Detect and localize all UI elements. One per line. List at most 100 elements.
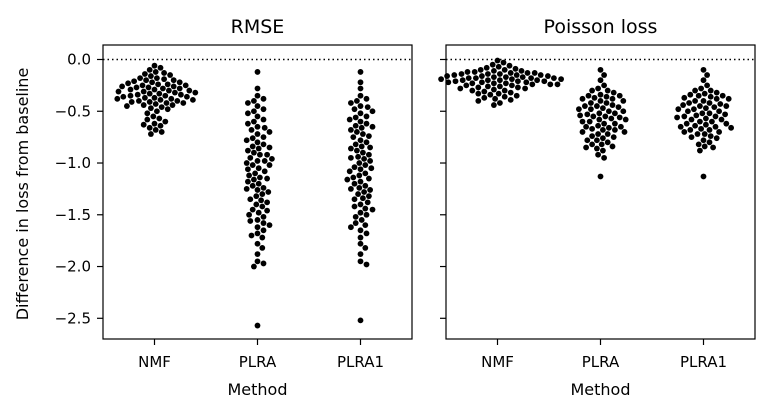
data-point — [172, 89, 178, 96]
data-point — [622, 116, 629, 123]
data-point — [700, 98, 707, 104]
data-point — [357, 137, 364, 144]
data-point — [703, 121, 709, 128]
data-point — [358, 143, 365, 150]
data-point — [491, 80, 497, 87]
data-point — [706, 139, 713, 146]
data-point — [140, 88, 147, 95]
data-point — [351, 164, 358, 171]
data-point — [134, 91, 141, 98]
data-point — [247, 196, 254, 203]
data-point — [595, 131, 601, 137]
data-point — [245, 147, 251, 154]
data-point — [266, 162, 273, 168]
data-point — [589, 133, 595, 139]
data-point — [363, 230, 370, 237]
data-point — [243, 185, 250, 192]
data-point — [509, 82, 515, 89]
data-point — [151, 62, 158, 69]
data-point — [713, 89, 720, 96]
data-point — [366, 133, 372, 139]
data-point — [166, 87, 172, 94]
data-point — [716, 129, 722, 135]
data-point — [487, 91, 494, 98]
data-point — [137, 75, 144, 82]
data-point — [601, 82, 607, 89]
data-point — [495, 90, 502, 97]
data-point — [495, 63, 502, 70]
data-point — [140, 121, 147, 128]
data-point — [260, 227, 267, 234]
data-point — [700, 66, 707, 73]
data-point — [489, 61, 496, 68]
data-point — [712, 123, 719, 130]
data-point — [576, 106, 582, 113]
data-point — [192, 89, 199, 96]
data-point — [247, 154, 254, 161]
data-point — [583, 144, 589, 151]
data-point — [160, 85, 166, 92]
data-point — [688, 116, 695, 123]
data-point — [257, 151, 263, 158]
data-point — [176, 85, 183, 92]
data-point — [500, 59, 507, 66]
data-point — [700, 137, 707, 144]
y-axis-label: Difference in loss from baseline — [13, 68, 32, 321]
y-tick-label: −2.5 — [55, 309, 91, 327]
data-point — [260, 220, 267, 226]
data-point — [151, 86, 158, 93]
data-point — [594, 145, 600, 152]
data-point — [254, 92, 261, 99]
data-point — [680, 102, 686, 108]
data-point — [156, 90, 163, 97]
data-point — [583, 123, 589, 130]
data-point — [601, 72, 607, 78]
data-point — [254, 322, 261, 329]
data-point — [128, 99, 135, 105]
data-point — [366, 151, 372, 158]
data-point — [254, 224, 261, 231]
data-point — [352, 114, 359, 121]
data-point — [164, 106, 171, 113]
data-point — [545, 73, 551, 79]
data-point — [464, 69, 471, 75]
data-point — [252, 170, 258, 177]
data-point — [589, 141, 595, 148]
data-point — [704, 82, 710, 89]
data-point — [701, 131, 708, 137]
data-point — [674, 114, 680, 121]
data-point — [255, 209, 262, 216]
data-point — [358, 217, 365, 223]
data-point — [369, 123, 376, 130]
data-point — [355, 191, 361, 197]
data-point — [620, 98, 627, 104]
data-point — [586, 118, 593, 125]
data-point — [254, 258, 261, 265]
data-point — [710, 144, 716, 151]
data-point — [485, 83, 491, 90]
data-point — [346, 116, 353, 123]
data-point — [248, 126, 255, 133]
data-point — [509, 76, 515, 83]
data-point — [722, 111, 728, 118]
data-point — [588, 100, 594, 106]
data-point — [475, 90, 482, 97]
data-point — [597, 77, 604, 84]
data-point — [692, 87, 698, 94]
data-point — [266, 222, 273, 229]
data-point — [610, 89, 617, 96]
x-tick-label: NMF — [138, 353, 171, 371]
points-layer — [103, 58, 412, 329]
data-point — [245, 178, 251, 185]
data-point — [260, 260, 267, 267]
data-point — [703, 115, 709, 122]
data-point — [348, 145, 354, 152]
data-point — [260, 116, 267, 123]
data-point — [618, 123, 624, 130]
data-point — [258, 197, 264, 204]
data-point — [357, 227, 364, 234]
data-point — [677, 123, 684, 130]
data-point — [515, 84, 521, 91]
data-point — [616, 92, 623, 99]
data-point — [133, 84, 140, 91]
